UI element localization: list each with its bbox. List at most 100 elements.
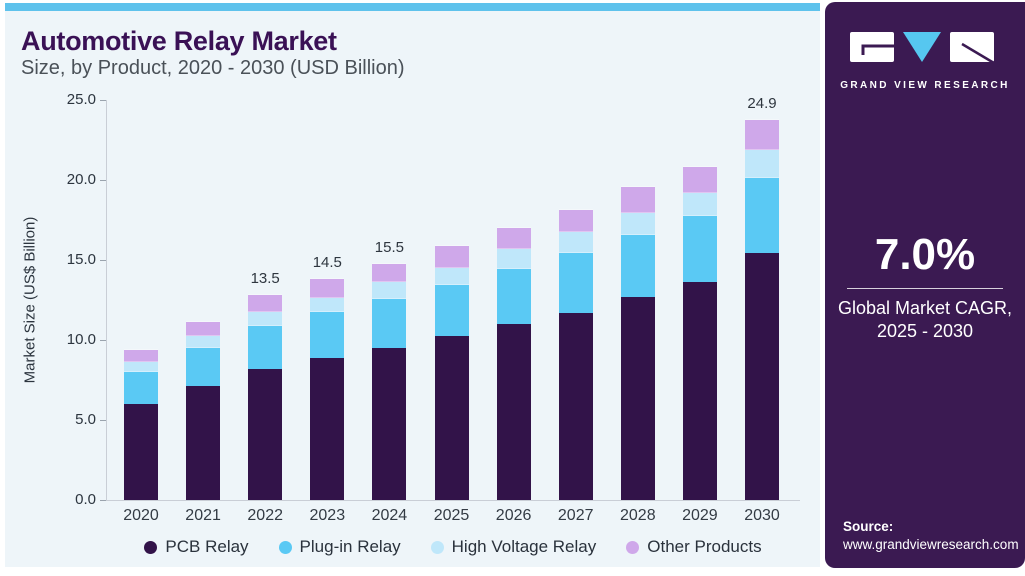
bar-segment [620,187,655,213]
bar-2025 [434,246,469,500]
bar-2028 [620,187,655,500]
bar-segment [124,372,158,404]
bar-2026 [496,228,531,500]
bar-segment [310,279,345,298]
legend-dot-icon [144,540,158,554]
y-tick-label: 25.0 [66,91,96,108]
cagr-value: 7.0% [874,230,976,279]
bar-2020 [124,350,158,500]
legend-label: High Voltage Relay [451,537,597,556]
legend-item: PCB Relay [144,537,249,557]
y-tick-label: 15.0 [66,251,96,268]
cagr-block: 7.0% Global Market CAGR, 2025 - 2030 [825,230,1025,343]
bar-2024 [372,264,407,500]
x-tick-label: 2023 [309,507,346,524]
bar-value-label: 14.5 [312,254,342,271]
y-tick-label: 10.0 [66,331,96,348]
bar-segment [186,336,221,348]
bar-segment [248,295,283,312]
x-tick-label: 2022 [247,507,283,524]
source-block: Source: www.grandviewresearch.com [843,519,1019,552]
bar-segment [496,269,531,324]
cagr-divider [847,288,1003,289]
bar-segment [682,216,717,282]
bar-segment [310,358,345,500]
bar-segment [434,246,469,268]
y-axis-title: Market Size (US$ Billion) [21,216,39,384]
bar-segment [434,268,469,285]
x-tick-label: 2020 [123,507,159,524]
legend-item: Plug-in Relay [278,537,401,557]
bar-segment [434,336,469,500]
bar-segment [496,249,531,269]
bar-segment [310,298,345,312]
y-tick-label: 5.0 [75,411,96,428]
bar-segment [372,282,407,299]
gvr-logo-text: GRAND VIEW RESEARCH [840,80,1010,91]
bar-segment [682,282,717,500]
x-tick-label: 2024 [371,507,408,524]
bar-segment [372,299,407,348]
bar-2021 [186,322,221,500]
legend-label: Plug-in Relay [299,537,401,556]
bar-segment [434,285,469,336]
legend-dot-icon [278,540,292,554]
bar-segment [372,264,407,282]
x-tick-label: 2029 [682,507,718,524]
cagr-label-line1: Global Market CAGR, [837,298,1013,318]
bar-segment [745,253,779,500]
x-tick-label: 2027 [557,507,594,524]
bar-value-label: 24.9 [747,95,777,112]
x-tick-label: 2028 [620,507,656,524]
gvr-logo-icon [850,32,1000,68]
top-accent-bar [5,3,820,11]
legend-dot-icon [626,540,640,554]
bar-segment [124,362,158,372]
bar-value-label: 15.5 [374,239,404,256]
legend-label: PCB Relay [165,537,249,556]
legend: PCB Relay Plug-in Relay High Voltage Relay… [106,537,800,557]
cagr-label-line2: 2025 - 2030 [876,321,974,342]
x-tick-label: 2025 [433,507,470,524]
x-tick-label: 2021 [185,507,221,524]
bar-segment [496,324,531,500]
chart-card: Automotive Relay Market Size, by Product… [5,3,820,567]
legend-dot-icon [430,540,444,554]
source-url[interactable]: www.grandviewresearch.com [843,537,1019,552]
y-tick-label: 20.0 [66,171,96,188]
bar-segment [620,235,655,297]
bar-segment [372,348,407,500]
source-label: Source: [843,519,894,534]
bar-segment [745,178,779,253]
bar-segment [496,228,531,249]
bar-segment [558,210,593,232]
bar-segment [186,386,221,500]
bar-2027 [558,210,593,500]
legend-item: Other Products [626,537,762,557]
bar-segment [558,313,593,500]
bar-segment [124,404,158,500]
bar-segment [248,369,283,500]
x-tick-label: 2026 [495,507,532,524]
page-subtitle: Size, by Product, 2020 - 2030 (USD Billi… [21,57,405,79]
bar-2029 [682,167,717,500]
page-title: Automotive Relay Market [21,26,337,56]
bar-segment [186,322,221,336]
bar-segment [682,167,717,193]
bar-segment [558,232,593,253]
bar-segment [745,120,779,150]
y-tick-label: 0.0 [75,491,96,508]
bar-2023 [310,279,345,500]
bar-2030 [745,120,779,500]
bar-value-label: 13.5 [250,270,280,287]
bar-segment [620,213,655,235]
legend-item: High Voltage Relay [430,537,597,557]
bar-segment [186,348,221,386]
bar-segment [310,312,345,358]
bar-segment [620,297,655,500]
bar-segment [682,193,717,216]
legend-label: Other Products [647,537,762,556]
gvr-logo: GRAND VIEW RESEARCH [825,28,1025,91]
